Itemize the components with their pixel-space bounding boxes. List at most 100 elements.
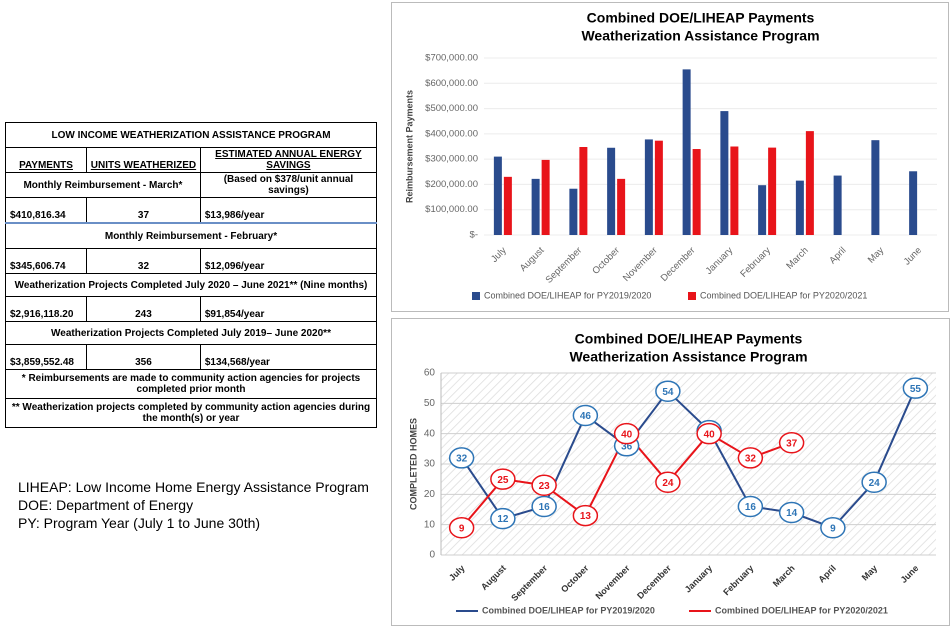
y-axis-label: Reimbursement Payments [404, 90, 414, 203]
cell: $410,816.34 [4, 197, 88, 224]
data-label: 24 [869, 478, 881, 489]
bar [909, 171, 918, 235]
column-header: ESTIMATED ANNUAL ENERGY SAVINGS [199, 147, 378, 173]
table-header: LOW INCOME WEATHERIZATION ASSISTANCE PRO… [5, 122, 377, 148]
data-marker [448, 447, 475, 469]
data-label: 32 [456, 454, 468, 465]
data-marker [448, 516, 475, 539]
bar [805, 131, 814, 235]
data-label: 40 [621, 429, 633, 440]
footnote: * Reimbursements are made to community a… [5, 369, 377, 399]
data-label: 9 [830, 523, 836, 534]
cell: 32 [86, 248, 201, 274]
data-label: 24 [662, 478, 674, 489]
data-marker [531, 474, 557, 496]
data-marker [490, 507, 516, 530]
data-label: 54 [662, 387, 674, 398]
data-label: 32 [745, 454, 757, 465]
bar [871, 140, 880, 235]
data-marker [778, 432, 805, 454]
bar [579, 147, 588, 235]
legend-label: Combined DOE/LIHEAP for PY2019/2020 [482, 605, 655, 615]
weatherization-table: LOW INCOME WEATHERIZATION ASSISTANCE PRO… [4, 122, 378, 428]
bar [503, 176, 512, 235]
y-tick-label: $200,000.00 [425, 179, 478, 190]
footnote: ** Weatherization projects completed by … [5, 398, 377, 428]
y-tick-label: 50 [424, 398, 436, 409]
data-label: 12 [497, 514, 509, 525]
data-marker [737, 495, 764, 518]
cell: 356 [86, 344, 201, 370]
data-marker [820, 516, 846, 539]
bar [833, 175, 842, 235]
cell: $2,916,118.20 [4, 296, 88, 322]
x-tick-label: May [860, 563, 879, 582]
data-marker [696, 422, 722, 445]
y-tick-label: $500,000.00 [425, 103, 478, 114]
y-tick-label: 0 [429, 550, 435, 561]
bar [682, 69, 691, 235]
y-tick-label: $400,000.00 [425, 128, 478, 139]
chart-background [392, 3, 948, 311]
line-chart: Combined DOE/LIHEAP Payments Weatherizati… [391, 318, 950, 626]
x-tick-label: November [594, 563, 633, 602]
chart-subtitle: Weatherization Assistance Program [569, 349, 807, 365]
note: LIHEAP: Low Income Home Energy Assistanc… [18, 479, 369, 495]
chart-title: Combined DOE/LIHEAP Payments [575, 331, 803, 347]
bar [654, 140, 663, 235]
bar [531, 178, 540, 235]
x-tick-label: August [479, 563, 508, 592]
data-label: 23 [539, 481, 551, 492]
data-marker [490, 468, 516, 490]
y-tick-label: $- [470, 230, 478, 241]
bar [569, 188, 578, 235]
y-tick-label: $700,000.00 [425, 53, 478, 64]
y-tick-label: 40 [424, 428, 436, 439]
cell: $12,096/year [199, 248, 378, 274]
section-label: Weatherization Projects Completed July 2… [5, 321, 377, 345]
y-tick-label: 60 [424, 368, 436, 379]
chart-title: Combined DOE/LIHEAP Payments [587, 10, 815, 26]
bar [644, 139, 653, 235]
bar [692, 149, 701, 235]
bar [720, 111, 729, 235]
x-tick-label: March [771, 563, 797, 589]
x-tick-label: December [635, 563, 673, 601]
data-label: 55 [910, 384, 922, 395]
data-label: 36 [621, 441, 633, 452]
data-marker [572, 504, 599, 527]
data-label: 40 [704, 429, 716, 440]
column-header: UNITS WEATHERIZED [86, 147, 201, 173]
data-label: 14 [786, 508, 798, 519]
chart-subtitle: Weatherization Assistance Program [581, 28, 819, 44]
legend-label: Combined DOE/LIHEAP for PY2019/2020 [484, 290, 651, 300]
data-label: 37 [786, 438, 798, 449]
data-marker [902, 377, 929, 399]
data-label: 25 [497, 475, 509, 486]
y-tick-label: $600,000.00 [425, 78, 478, 89]
note: PY: Program Year (July 1 to June 30th) [18, 515, 261, 531]
data-label: 16 [745, 502, 757, 513]
bar [795, 180, 804, 235]
cell: $91,854/year [199, 296, 378, 322]
cell: 37 [86, 197, 201, 224]
y-tick-label: $300,000.00 [425, 154, 478, 165]
x-tick-label: April [816, 563, 838, 585]
x-tick-label: January [683, 563, 714, 594]
data-marker [861, 471, 887, 493]
y-tick-label: 10 [424, 519, 436, 530]
cell: $3,859,552.48 [4, 344, 88, 370]
y-tick-label: $100,000.00 [425, 204, 478, 215]
x-tick-label: July [447, 563, 467, 583]
y-tick-label: 30 [424, 459, 436, 470]
x-tick-label: October [559, 563, 591, 595]
cell: $13,986/year [199, 197, 378, 224]
notes: LIHEAP: Low Income Home Energy Assistanc… [18, 478, 369, 532]
bar [730, 146, 739, 235]
cell: $134,568/year [199, 344, 378, 370]
data-label: 46 [580, 411, 592, 422]
bar [617, 178, 626, 235]
cell: (Based on $378/unit annual savings) [199, 172, 378, 198]
x-tick-label: June [899, 563, 921, 585]
